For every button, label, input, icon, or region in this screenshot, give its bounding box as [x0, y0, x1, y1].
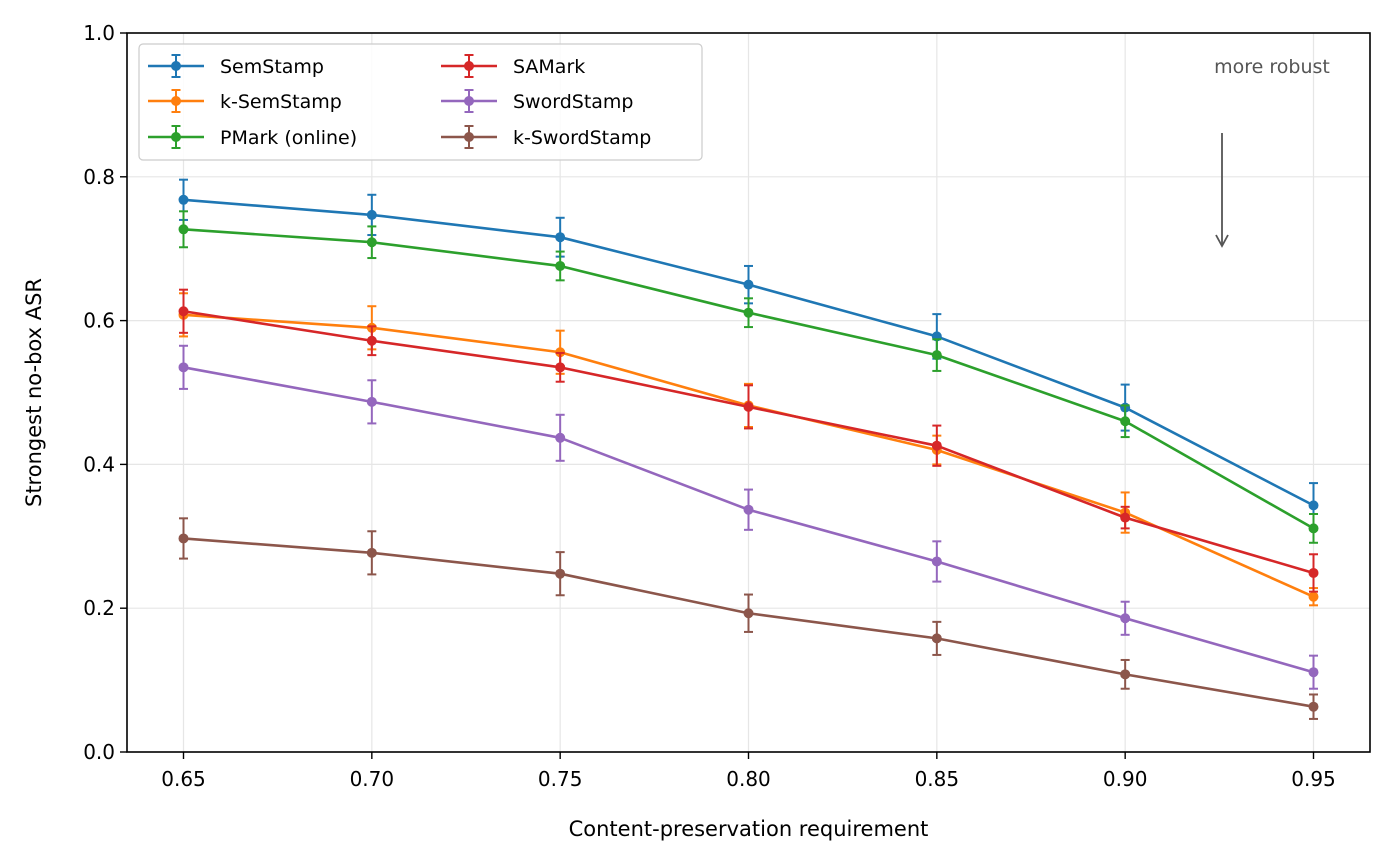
- legend-label: SAMark: [513, 56, 585, 78]
- series-pmark-online-: [178, 210, 1319, 544]
- legend-swatch-marker: [464, 61, 474, 71]
- data-point: [931, 350, 942, 361]
- legend-entry: k-SemStamp: [148, 89, 342, 113]
- data-point: [178, 362, 189, 373]
- data-point: [366, 547, 377, 558]
- data-point: [366, 209, 377, 220]
- legend: SemStamp k-SemStamp PMark (online) SAMark Sw…: [138, 43, 703, 161]
- series-layer: [178, 178, 1319, 720]
- data-point: [743, 307, 754, 318]
- legend-entry: SAMark: [441, 54, 585, 78]
- annotation-text: more robust: [1214, 56, 1330, 78]
- legend-entry: PMark (online): [148, 125, 357, 149]
- legend-label: PMark (online): [220, 127, 357, 149]
- x-tick-label: 0.80: [726, 767, 771, 791]
- legend-label: SwordStamp: [513, 91, 634, 113]
- x-tick-label: 0.95: [1291, 767, 1336, 791]
- legend-entry: SwordStamp: [441, 89, 634, 113]
- y-tick-label: 0.4: [83, 452, 115, 476]
- y-tick-label: 0.8: [83, 165, 115, 189]
- data-point: [1308, 667, 1319, 678]
- x-axis-label: Content-preservation requirement: [569, 817, 929, 841]
- data-point: [743, 608, 754, 619]
- data-point: [555, 260, 566, 271]
- data-point: [743, 279, 754, 290]
- x-tick-label: 0.65: [161, 767, 206, 791]
- data-point: [178, 224, 189, 235]
- legend-swatch-marker: [171, 61, 181, 71]
- data-point: [1308, 701, 1319, 712]
- series-k-swordstamp: [178, 517, 1319, 720]
- legend-label: SemStamp: [220, 56, 324, 78]
- data-point: [555, 232, 566, 243]
- legend-swatch-marker: [171, 96, 181, 106]
- data-point: [555, 362, 566, 373]
- data-point: [743, 401, 754, 412]
- y-tick-label: 0.0: [83, 740, 115, 764]
- annotation-arrowhead: [1215, 234, 1229, 248]
- legend-entry: k-SwordStamp: [441, 125, 651, 149]
- series-samark: [178, 288, 1319, 593]
- y-axis-label: Strongest no-box ASR: [22, 278, 46, 507]
- y-tick-label: 0.2: [83, 596, 115, 620]
- legend-swatch-marker: [171, 132, 181, 142]
- data-point: [1120, 416, 1131, 427]
- y-tick-label: 0.6: [83, 309, 115, 333]
- legend-box: [138, 43, 703, 161]
- legend-label: k-SemStamp: [220, 91, 342, 113]
- x-tick-label: 0.90: [1103, 767, 1148, 791]
- x-tick-label: 0.70: [350, 767, 395, 791]
- data-point: [366, 237, 377, 248]
- legend-swatch-marker: [464, 96, 474, 106]
- legend-entry: SemStamp: [148, 54, 324, 78]
- data-point: [555, 568, 566, 579]
- series-swordstamp: [178, 344, 1319, 690]
- legend-swatch-marker: [464, 132, 474, 142]
- data-point: [178, 194, 189, 205]
- data-point: [178, 306, 189, 317]
- data-point: [1120, 512, 1131, 523]
- x-tick-label: 0.75: [538, 767, 583, 791]
- data-point: [931, 440, 942, 451]
- data-point: [1120, 613, 1131, 624]
- data-point: [743, 504, 754, 515]
- data-point: [178, 533, 189, 544]
- y-tick-label: 1.0: [83, 21, 115, 45]
- data-point: [1308, 500, 1319, 511]
- data-point: [1308, 567, 1319, 578]
- annotation: more robust: [1214, 56, 1330, 248]
- data-point: [366, 396, 377, 407]
- data-point: [1308, 591, 1319, 602]
- data-point: [366, 335, 377, 346]
- data-point: [1120, 669, 1131, 680]
- data-point: [931, 633, 942, 644]
- axis-ticks: 0.65 0.70 0.75 0.80 0.85 0.90 0.95 0.0 0.2 0.4 0.6…: [83, 21, 1336, 791]
- data-point: [1308, 523, 1319, 534]
- data-point: [555, 432, 566, 443]
- data-point: [931, 556, 942, 567]
- x-tick-label: 0.85: [915, 767, 960, 791]
- legend-label: k-SwordStamp: [513, 127, 651, 149]
